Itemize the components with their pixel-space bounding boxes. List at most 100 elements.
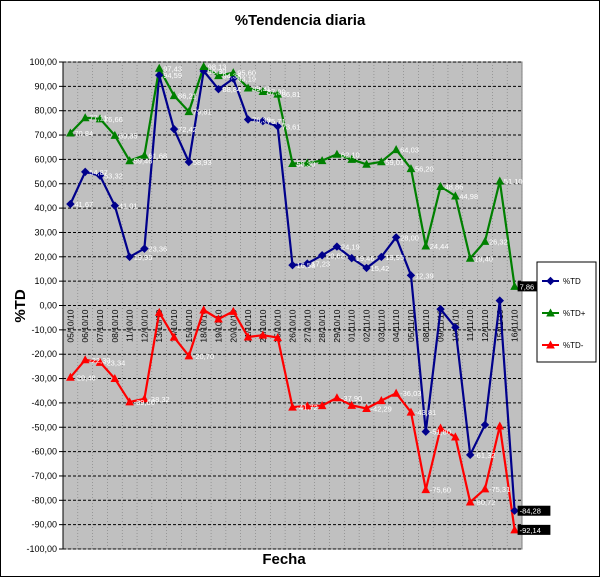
legend-marker: [546, 340, 555, 349]
data-point: [184, 351, 194, 360]
data-label: 79,61: [193, 108, 212, 117]
x-tick-label: 11/10/10: [125, 309, 135, 342]
data-point: [436, 181, 445, 191]
data-point: [421, 485, 431, 494]
y-tick-label: 80,00: [34, 106, 57, 116]
data-point: [199, 61, 208, 71]
data-point: [451, 191, 460, 200]
data-label: -38,32: [148, 395, 169, 404]
data-label: -75,31: [489, 485, 510, 494]
data-label: -42,29: [371, 404, 392, 413]
y-tick-label: 30,00: [34, 227, 57, 237]
y-tick-label: -70,00: [31, 471, 57, 481]
data-point: [66, 199, 75, 209]
data-point: [95, 171, 105, 180]
data-label: -39,60: [134, 398, 155, 407]
data-label: 94,38: [222, 72, 241, 81]
y-axis-title: %TD: [12, 289, 29, 323]
data-point: [332, 149, 342, 158]
y-tick-label: -20,00: [31, 349, 57, 359]
y-tick-label: 60,00: [34, 154, 57, 164]
data-point: [421, 427, 430, 436]
y-tick-label: -10,00: [31, 325, 57, 335]
data-point: [154, 307, 164, 316]
data-label: 12,39: [415, 271, 434, 280]
data-label: 88,84: [222, 85, 241, 94]
data-point: [80, 113, 90, 122]
data-label: 19,40: [474, 254, 493, 263]
data-point: [155, 70, 164, 80]
data-point: [451, 323, 460, 332]
y-tick-label: 0,00: [39, 301, 57, 311]
data-point: [229, 74, 238, 83]
data-point: [332, 393, 342, 402]
x-tick-label: 03/11/10: [376, 309, 386, 342]
data-point: [214, 84, 223, 94]
data-label: 76,39: [252, 115, 271, 124]
data-point: [451, 432, 460, 441]
data-point: [495, 421, 505, 430]
y-tick-label: -90,00: [31, 520, 57, 530]
data-label: 59,46: [134, 157, 153, 166]
x-tick-label: 09/11/10: [436, 309, 446, 342]
data-point: [480, 420, 490, 430]
data-point: [406, 271, 416, 280]
data-point: [362, 263, 371, 273]
data-point: [317, 156, 327, 165]
data-label: -36,03: [400, 389, 421, 398]
data-point: [421, 241, 431, 250]
data-point: [214, 71, 223, 80]
x-tick-label: 15/10/10: [184, 309, 194, 342]
x-tick-label: 19/10/10: [213, 309, 223, 342]
data-point: [332, 242, 342, 251]
y-tick-label: 10,00: [34, 276, 57, 286]
data-point: [303, 259, 312, 268]
x-tick-label: 05/11/10: [406, 309, 416, 342]
y-tick-label: 70,00: [34, 130, 57, 140]
data-point: [125, 156, 134, 165]
data-point: [110, 373, 120, 383]
data-point: [347, 154, 357, 163]
y-tick-label: 90,00: [34, 81, 57, 91]
data-label: -51,80: [430, 428, 451, 437]
data-point: [480, 484, 490, 493]
data-point: [273, 89, 283, 98]
x-tick-label: 05/10/10: [65, 309, 75, 342]
data-point: [302, 158, 312, 167]
data-label: 70,84: [74, 129, 93, 138]
data-point: [377, 252, 386, 262]
data-point: [302, 401, 312, 410]
x-tick-label: 26/10/10: [288, 309, 298, 342]
data-label: 19,95: [134, 253, 153, 262]
x-tick-label: 21/10/10: [243, 309, 253, 342]
data-point: [347, 253, 356, 263]
data-point: [273, 333, 283, 342]
data-point: [288, 402, 297, 411]
data-label: -22,30: [89, 356, 110, 365]
data-label: 19,46: [356, 254, 375, 263]
x-tick-label: 12/11/10: [480, 309, 490, 342]
y-tick-label: -60,00: [31, 447, 57, 457]
y-tick-label: -100,00: [26, 544, 57, 554]
data-point: [243, 115, 253, 124]
x-tick-label: 08/10/10: [110, 309, 120, 342]
data-label: 59,01: [385, 158, 404, 167]
data-point: [510, 506, 519, 515]
data-label: 19,95: [385, 253, 404, 262]
data-point: [154, 63, 164, 72]
data-label: -80,72: [474, 498, 495, 507]
x-tick-label: 02/11/10: [362, 309, 372, 342]
y-tick-label: -80,00: [31, 495, 57, 505]
x-tick-label: 11/11/10: [465, 309, 475, 341]
data-point: [184, 107, 194, 116]
data-point: [391, 388, 401, 397]
data-label: 89,31: [252, 84, 271, 93]
data-label: 26,32: [489, 237, 508, 246]
x-tick-label: 13/10/10: [154, 309, 164, 342]
data-point: [66, 372, 75, 381]
data-point: [377, 157, 386, 166]
x-tick-label: 15/11/10: [495, 309, 505, 342]
data-point: [243, 83, 253, 92]
